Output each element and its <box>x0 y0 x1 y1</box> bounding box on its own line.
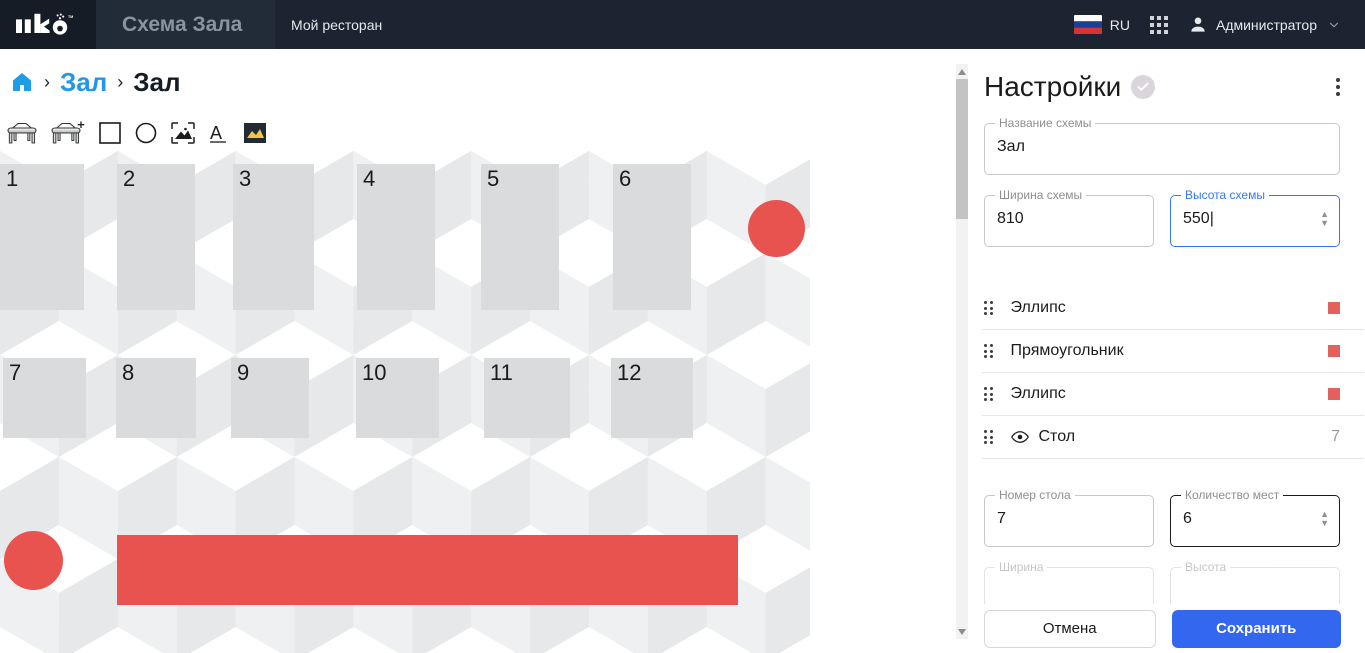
svg-text:A: A <box>210 123 222 143</box>
svg-text:TM: TM <box>68 14 73 18</box>
